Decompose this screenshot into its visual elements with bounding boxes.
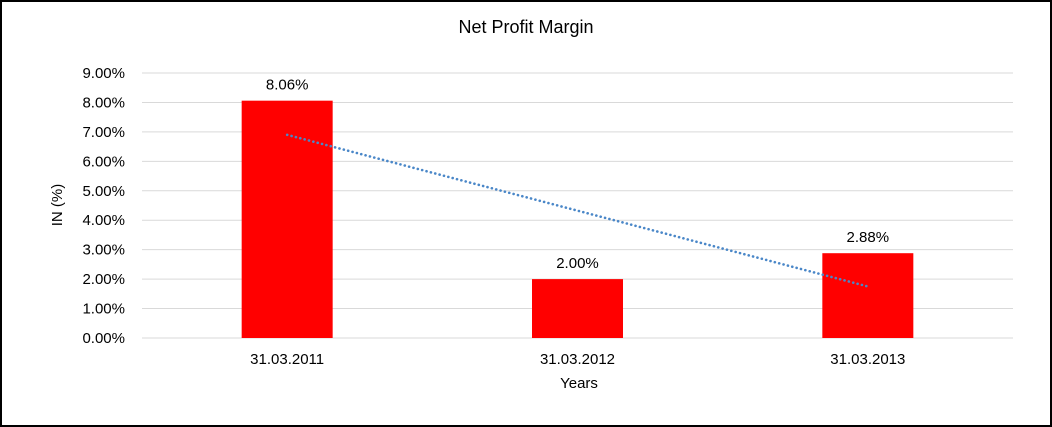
y-tick-label: 4.00%: [82, 212, 125, 229]
bar: [822, 253, 914, 338]
y-tick-label: 2.00%: [82, 271, 125, 288]
chart-title: Net Profit Margin: [458, 17, 594, 37]
x-category-label: 31.03.2013: [830, 351, 905, 368]
bar-data-label: 2.88%: [847, 229, 890, 246]
y-tick-label: 7.00%: [82, 124, 125, 141]
x-axis-title: Years: [560, 375, 598, 392]
bar: [241, 100, 333, 338]
trendline: [285, 133, 870, 288]
bar-data-label: 8.06%: [266, 77, 309, 94]
y-tick-label: 9.00%: [82, 65, 125, 82]
y-tick-label: 5.00%: [82, 183, 125, 200]
bar-data-label: 2.00%: [556, 255, 599, 272]
y-tick-label: 8.00%: [82, 94, 125, 111]
y-tick-label: 1.00%: [82, 301, 125, 318]
y-tick-label: 6.00%: [82, 153, 125, 170]
y-tick-label: 3.00%: [82, 242, 125, 259]
x-category-label: 31.03.2011: [250, 351, 324, 368]
x-category-label: 31.03.2012: [540, 351, 615, 368]
bar: [532, 279, 623, 338]
y-tick-label: 0.00%: [82, 330, 125, 347]
